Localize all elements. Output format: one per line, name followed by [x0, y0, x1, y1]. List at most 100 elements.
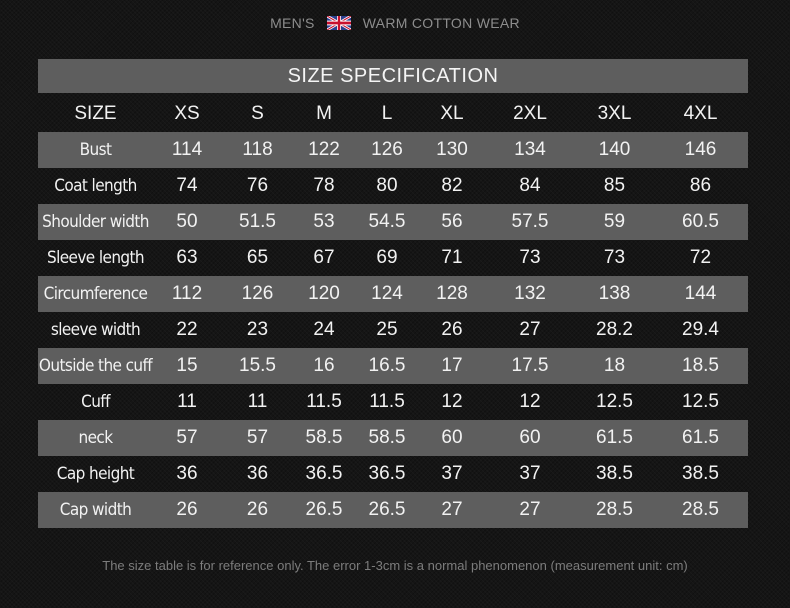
size-header: XS [174, 103, 200, 124]
measurement-cell: 122 [294, 132, 354, 168]
measurement-cell: 27 [519, 319, 541, 340]
measurement-cell: 29.4 [682, 319, 719, 340]
measurement-cell: 18.5 [653, 348, 748, 384]
row-label: Cuff [81, 392, 110, 412]
measurement-cell: 114 [153, 132, 221, 168]
measurement-cell: 26.5 [294, 492, 354, 528]
size-header: S [251, 103, 264, 124]
measurement-cell: 65 [246, 247, 269, 268]
size-header: 3XL [597, 103, 632, 124]
measurement-cell: 132 [484, 276, 576, 312]
measurement-cell: 16 [294, 348, 354, 384]
table-row: neck 57 57 58.5 58.5 60 60 61.5 61.5 [38, 420, 748, 456]
measurement-cell: 78 [313, 175, 335, 196]
measurement-cell: 36 [176, 463, 198, 484]
table-row: sleeve width 22 23 24 25 26 27 28.2 29.4 [38, 312, 748, 348]
measurement-cell: 12 [519, 391, 541, 412]
brand-prefix: MEN'S [270, 15, 315, 31]
size-table: SIZE XS S M L XL 2XL 3XL 4XL Bust 114 118 1… [38, 96, 748, 528]
measurement-cell: 130 [420, 132, 484, 168]
table-row: Outside the cuff 15 15.5 16 16.5 17 17.5 18 18.5 [38, 348, 748, 384]
measurement-cell: 12.5 [596, 391, 633, 412]
measurement-cell: 12 [441, 391, 463, 412]
row-label: Sleeve length [46, 248, 145, 268]
footnote: The size table is for reference only. Th… [102, 558, 688, 573]
measurement-cell: 15.5 [221, 348, 294, 384]
measurement-cell: 12.5 [682, 391, 719, 412]
measurement-cell: 11 [247, 391, 268, 412]
brand-header: MEN'S WARM COTTON WEAR [0, 12, 790, 34]
measurement-cell: 126 [354, 132, 420, 168]
measurement-cell: 67 [313, 247, 335, 268]
measurement-cell: 76 [246, 175, 269, 196]
table-row: Cap width 26 26 26.5 26.5 27 27 28.5 28.5 [38, 492, 748, 528]
measurement-cell: 36 [246, 463, 269, 484]
measurement-cell: 38.5 [682, 463, 719, 484]
measurement-cell: 58.5 [294, 420, 354, 456]
uk-flag-icon [326, 16, 351, 30]
measurement-cell: 61.5 [653, 420, 748, 456]
measurement-cell: 69 [376, 247, 398, 268]
measurement-cell: 60.5 [653, 204, 748, 240]
measurement-cell: 73 [603, 247, 626, 268]
measurement-cell: 17.5 [484, 348, 576, 384]
measurement-cell: 57 [153, 420, 221, 456]
measurement-cell: 51.5 [221, 204, 294, 240]
measurement-cell: 71 [441, 247, 463, 268]
size-header-row: SIZE XS S M L XL 2XL 3XL 4XL [38, 96, 748, 132]
size-header: 2XL [513, 103, 547, 124]
measurement-cell: 134 [484, 132, 576, 168]
measurement-cell: 11.5 [306, 391, 342, 412]
row-label: neck [38, 420, 153, 456]
measurement-cell: 72 [689, 247, 712, 268]
row-label: Outside the cuff [38, 348, 153, 384]
row-label: sleeve width [50, 320, 141, 340]
measurement-cell: 57 [221, 420, 294, 456]
size-header: XL [440, 103, 464, 124]
measurement-cell: 80 [376, 175, 398, 196]
measurement-cell: 26 [153, 492, 221, 528]
measurement-cell: 61.5 [576, 420, 653, 456]
measurement-cell: 28.2 [596, 319, 633, 340]
measurement-cell: 144 [653, 276, 748, 312]
row-label: Cap height [56, 464, 135, 484]
measurement-cell: 38.5 [596, 463, 633, 484]
measurement-cell: 15 [153, 348, 221, 384]
table-row: Bust 114 118 122 126 130 134 140 146 [38, 132, 748, 168]
measurement-cell: 82 [441, 175, 463, 196]
measurement-cell: 63 [176, 247, 198, 268]
table-row: Shoulder width 50 51.5 53 54.5 56 57.5 59 60.5 [38, 204, 748, 240]
measurement-cell: 73 [519, 247, 541, 268]
measurement-cell: 16.5 [354, 348, 420, 384]
measurement-cell: 26.5 [354, 492, 420, 528]
measurement-cell: 58.5 [354, 420, 420, 456]
measurement-cell: 124 [354, 276, 420, 312]
measurement-cell: 118 [221, 132, 294, 168]
measurement-cell: 126 [221, 276, 294, 312]
table-row: Sleeve length 63 65 67 69 71 73 73 72 [38, 240, 748, 276]
measurement-cell: 60 [484, 420, 576, 456]
table-row: Cuff 11 11 11.5 11.5 12 12 12.5 12.5 [38, 384, 748, 420]
measurement-cell: 128 [420, 276, 484, 312]
measurement-cell: 27 [484, 492, 576, 528]
measurement-cell: 146 [653, 132, 748, 168]
measurement-cell: 25 [376, 319, 398, 340]
measurement-cell: 17 [420, 348, 484, 384]
table-row: Cap height 36 36 36.5 36.5 37 37 38.5 38.5 [38, 456, 748, 492]
measurement-cell: 27 [420, 492, 484, 528]
measurement-cell: 53 [294, 204, 354, 240]
measurement-cell: 57.5 [484, 204, 576, 240]
size-header: L [381, 103, 393, 124]
measurement-cell: 84 [519, 175, 541, 196]
measurement-cell: 28.5 [576, 492, 653, 528]
measurement-cell: 112 [153, 276, 221, 312]
measurement-cell: 138 [576, 276, 653, 312]
row-label: Shoulder width [38, 204, 153, 240]
measurement-cell: 26 [221, 492, 294, 528]
measurement-cell: 140 [576, 132, 653, 168]
measurement-cell: 18 [576, 348, 653, 384]
measurement-cell: 26 [441, 319, 463, 340]
measurement-cell: 60 [420, 420, 484, 456]
measurement-cell: 22 [176, 319, 198, 340]
table-row: Coat length 74 76 78 80 82 84 85 86 [38, 168, 748, 204]
